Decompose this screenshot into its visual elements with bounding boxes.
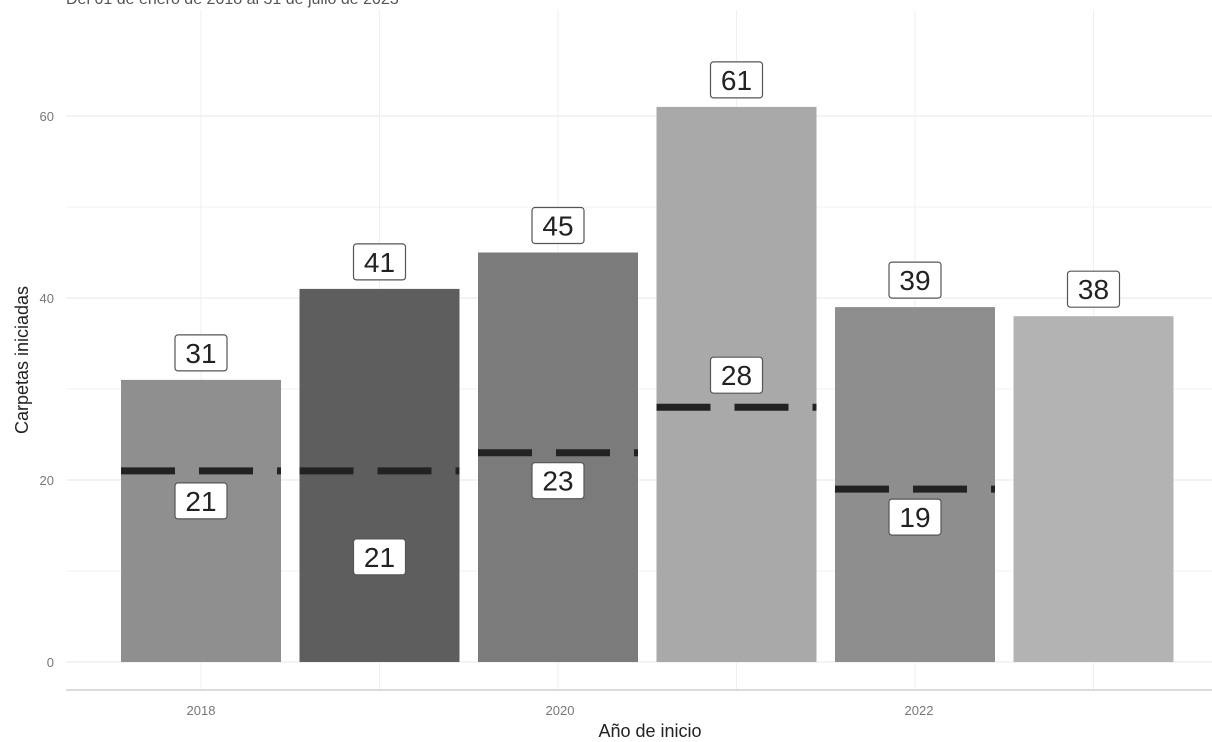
bar-2020: [478, 252, 638, 662]
x-tick-label: 2020: [546, 703, 575, 718]
dash-value-label-2022-text: 19: [899, 502, 930, 533]
bar-value-label-2020-text: 45: [542, 211, 573, 242]
x-axis-title: Año de inicio: [598, 721, 701, 741]
bar-value-label-2018: 31: [174, 334, 228, 372]
bar-value-label-2022-text: 39: [899, 265, 930, 296]
x-tick-label: 2022: [905, 703, 934, 718]
y-axis-title: Carpetas iniciadas: [12, 286, 32, 434]
bar-value-label-2022-box: [888, 261, 942, 299]
bars: [121, 106, 1174, 662]
x-axis-ticks: 2018 2020 2022: [187, 703, 934, 718]
bar-value-label-2023: 38: [1066, 270, 1121, 308]
dashed-markers: [121, 403, 995, 493]
bar-value-label-2020: 45: [531, 206, 585, 245]
dash-value-label-2019-text: 21: [364, 542, 395, 573]
x-tick-label: 2018: [187, 703, 216, 718]
value-labels: 31 41 45 61 39 38 21 21 23 28 19: [174, 61, 1121, 576]
dash-value-label-2020-text: 23: [542, 466, 573, 497]
dash-value-label-2022-box: [888, 498, 942, 536]
dash-value-label-2018: 21: [174, 482, 228, 520]
dash-value-label-2020: 23: [531, 462, 585, 500]
y-tick-label: 40: [40, 291, 54, 306]
dash-value-label-2021-text: 28: [721, 360, 752, 391]
bar-2023: [1013, 316, 1174, 662]
y-tick-label: 60: [40, 109, 54, 124]
bar-value-label-2021-box: [709, 61, 764, 99]
bar-value-label-2019: 41: [352, 243, 407, 281]
dash-value-label-2018-box: [174, 482, 228, 520]
bar-value-label-2020-box: [531, 206, 585, 245]
dash-value-label-2019: 21: [352, 538, 407, 576]
dash-value-label-2021-box: [709, 356, 764, 394]
bar-value-label-2018-text: 31: [185, 338, 216, 369]
bar-value-label-2019-box: [352, 243, 407, 281]
bar-value-label-2019-text: 41: [364, 247, 395, 278]
bar-value-label-2021-text: 61: [721, 65, 752, 96]
dash-value-label-2021: 28: [709, 356, 764, 394]
dash-value-label-2018-text: 21: [185, 486, 216, 517]
bar-value-label-2023-text: 38: [1078, 274, 1109, 305]
bar-2022: [835, 307, 995, 662]
bar-value-label-2023-box: [1066, 270, 1121, 308]
dash-value-label-2020-box: [531, 462, 585, 500]
bar-2018: [121, 379, 281, 662]
y-axis-ticks: 0 20 40 60: [40, 109, 54, 670]
bar-2019: [299, 288, 460, 662]
bar-value-label-2018-box: [174, 334, 228, 372]
y-tick-label: 0: [47, 655, 54, 670]
bar-value-label-2022: 39: [888, 261, 942, 299]
dash-value-label-2022: 19: [888, 498, 942, 536]
dash-value-label-2019-box: [352, 538, 407, 576]
chart-subtitle: Del 01 de enero de 2018 al 31 de julio d…: [66, 0, 399, 9]
y-tick-label: 20: [40, 473, 54, 488]
bar-value-label-2021: 61: [709, 61, 764, 99]
